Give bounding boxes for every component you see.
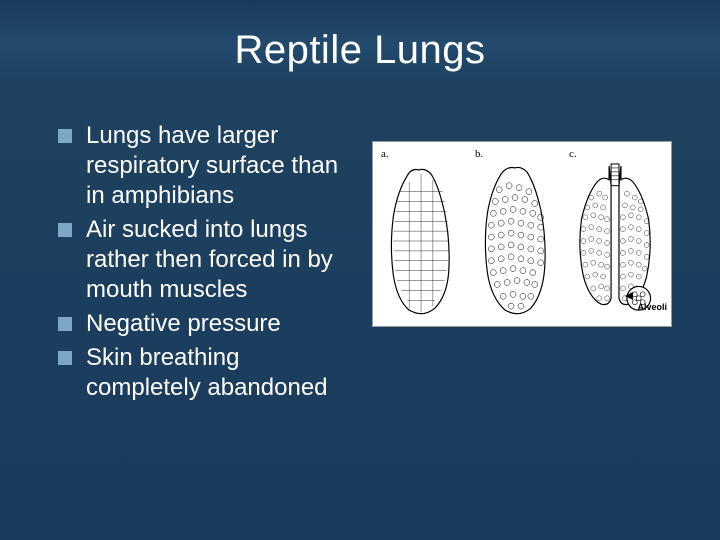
diagram-panel-b: b. <box>473 148 561 320</box>
bullet-item: Skin breathing completely abandoned <box>58 343 340 403</box>
bullet-marker-icon <box>58 223 72 237</box>
panel-label: c. <box>569 148 577 160</box>
lung-shape-b-icon <box>473 162 561 320</box>
bullet-item: Air sucked into lungs rather then forced… <box>58 215 340 305</box>
bullet-item: Negative pressure <box>58 309 340 339</box>
lung-diagram: a. <box>372 141 672 327</box>
bullet-marker-icon <box>58 351 72 365</box>
bullet-text: Skin breathing completely abandoned <box>86 343 340 403</box>
diagram-column: a. <box>364 121 680 327</box>
panel-label: b. <box>475 148 483 160</box>
bullet-marker-icon <box>58 129 72 143</box>
bullet-item: Lungs have larger respiratory surface th… <box>58 121 340 211</box>
bullet-list: Lungs have larger respiratory surface th… <box>40 121 340 407</box>
content-row: Lungs have larger respiratory surface th… <box>40 121 680 510</box>
alveoli-callout-label: Alveoli <box>637 302 667 312</box>
slide-title: Reptile Lungs <box>40 28 680 73</box>
callout-arrow-icon <box>625 292 633 300</box>
slide-container: Reptile Lungs Lungs have larger respirat… <box>0 0 720 540</box>
panel-label: a. <box>381 148 389 160</box>
bullet-text: Air sucked into lungs rather then forced… <box>86 215 340 305</box>
bullet-text: Negative pressure <box>86 309 281 339</box>
bullet-text: Lungs have larger respiratory surface th… <box>86 121 340 211</box>
lung-shape-a-icon <box>379 162 467 320</box>
diagram-panel-c: c. <box>567 148 667 320</box>
lung-shape-c-icon <box>567 162 667 320</box>
bullet-marker-icon <box>58 317 72 331</box>
diagram-panel-a: a. <box>379 148 467 320</box>
